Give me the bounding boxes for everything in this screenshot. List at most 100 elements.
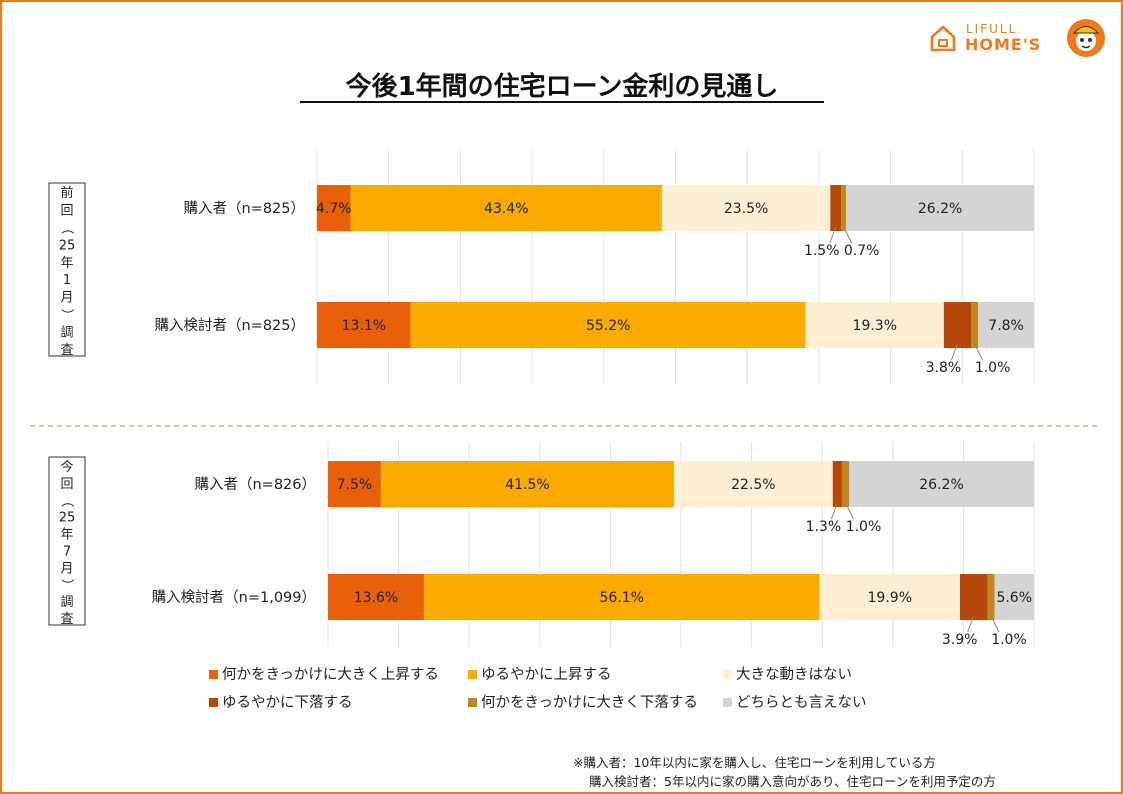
bar-segment: [832, 461, 842, 507]
leader-line: [967, 615, 975, 633]
bar-segment: [317, 185, 351, 231]
bar-segment: [328, 574, 424, 620]
leader-line: [845, 502, 854, 520]
bar-segment: [971, 302, 979, 348]
data-label-external: 1.0%: [975, 360, 1011, 376]
legend-label: ゆるやかに下落する: [222, 694, 353, 711]
group-label-char: 回: [60, 203, 73, 218]
group-label-char: 前: [60, 185, 73, 201]
leader-line: [843, 226, 853, 244]
bar-segment: [410, 302, 806, 348]
data-label: 7.8%: [988, 318, 1024, 334]
data-label: 43.4%: [484, 201, 528, 217]
data-label: 7.5%: [337, 477, 373, 493]
data-label: 55.2%: [586, 318, 630, 334]
group-label-char: 1: [63, 273, 71, 288]
row-label: 購入者（n=825）: [183, 200, 305, 217]
group-label-char: 25: [59, 238, 76, 253]
group-label-char: 今: [60, 459, 73, 475]
legend-swatch: [723, 698, 732, 707]
house-icon: [930, 25, 956, 52]
data-label: 26.2%: [918, 201, 962, 217]
group-label-char: 年: [60, 528, 73, 543]
leader-line: [950, 343, 958, 361]
bar-segment: [846, 185, 1034, 231]
group-label-char: 査: [60, 612, 73, 627]
data-label: 4.7%: [316, 201, 352, 217]
footnote-buyer: ※購入者：10年以内に家を購入し、住宅ローンを利用している方: [573, 755, 936, 770]
bar-segment: [830, 185, 842, 231]
group-label-char: ）: [59, 309, 74, 322]
group-label-char: （: [59, 221, 74, 234]
brand-logo: [928, 19, 1108, 64]
legend-swatch: [468, 670, 477, 679]
legend-swatch: [468, 698, 477, 707]
bar-segment: [673, 461, 833, 507]
bar-segment: [380, 461, 674, 507]
data-label-external: 3.9%: [942, 632, 978, 648]
legend-label: ゆるやかに上昇する: [481, 666, 612, 683]
data-label: 22.5%: [731, 477, 775, 493]
data-label: 5.6%: [996, 590, 1032, 606]
bar-segment: [849, 461, 1034, 507]
data-label-external: 0.7%: [844, 243, 880, 259]
group-label-char: 調: [60, 326, 73, 341]
data-label-external: 1.5%: [804, 243, 840, 259]
group-label-char: 調: [60, 595, 73, 610]
mascot-icon: [1067, 19, 1105, 57]
bar-segment: [841, 185, 847, 231]
logo-line2: HOME'S: [965, 35, 1042, 54]
bar-segment: [978, 302, 1034, 348]
data-label: 19.9%: [868, 590, 912, 606]
group-label-char: 月: [60, 291, 73, 306]
data-label: 19.3%: [853, 318, 897, 334]
footnote-prospect: 購入検討者：5年以内に家の購入意向があり、住宅ローンを利用予定の方: [589, 774, 996, 789]
bar-segment: [661, 185, 831, 231]
bar-segment: [317, 302, 411, 348]
bar-segment: [805, 302, 944, 348]
bar-segment: [423, 574, 820, 620]
group-label-char: 7: [63, 544, 71, 559]
data-label-external: 1.0%: [991, 632, 1027, 648]
leader-line: [974, 343, 984, 361]
group-label-char: （: [59, 494, 74, 507]
logo-line1: LIFULL: [966, 22, 1018, 36]
leader-line: [990, 615, 1000, 633]
legend-label: 大きな動きはない: [736, 666, 852, 683]
group-label-box: [48, 456, 86, 626]
group-label-char: 年: [60, 256, 73, 271]
row-label: 購入検討者（n=1,099）: [152, 589, 316, 606]
legend-swatch: [723, 670, 732, 679]
data-label: 41.5%: [505, 477, 549, 493]
group-label-char: 月: [60, 561, 73, 576]
bar-segment: [987, 574, 995, 620]
row-label: 購入検討者（n=825）: [154, 317, 305, 334]
group-label-char: 査: [60, 343, 73, 358]
legend-label: 何かをきっかけに大きく上昇する: [222, 666, 439, 683]
group-label-char: 25: [59, 511, 76, 526]
legend-swatch: [209, 670, 218, 679]
group-label-char: 回: [60, 477, 73, 492]
legend-label: 何かをきっかけに大きく下落する: [481, 694, 698, 711]
data-label: 13.6%: [354, 590, 398, 606]
legend-label: どちらとも言えない: [736, 694, 867, 711]
data-label: 26.2%: [919, 477, 963, 493]
chart-title: 今後1年間の住宅ローン金利の見通し: [346, 71, 779, 102]
bar-segment: [943, 302, 972, 348]
data-label: 13.1%: [342, 318, 386, 334]
leader-line: [829, 226, 837, 244]
group-label-char: ）: [59, 579, 74, 592]
data-label: 23.5%: [724, 201, 768, 217]
row-label: 購入者（n=826）: [194, 476, 316, 493]
data-label-external: 1.3%: [806, 519, 842, 535]
leader-line: [830, 502, 838, 520]
bar-segment: [994, 574, 1034, 620]
bar-segment: [328, 461, 381, 507]
data-label-external: 3.8%: [926, 360, 962, 376]
legend-swatch: [209, 698, 218, 707]
bar-segment: [841, 461, 850, 507]
data-label-external: 1.0%: [846, 519, 882, 535]
bar-segment: [959, 574, 988, 620]
